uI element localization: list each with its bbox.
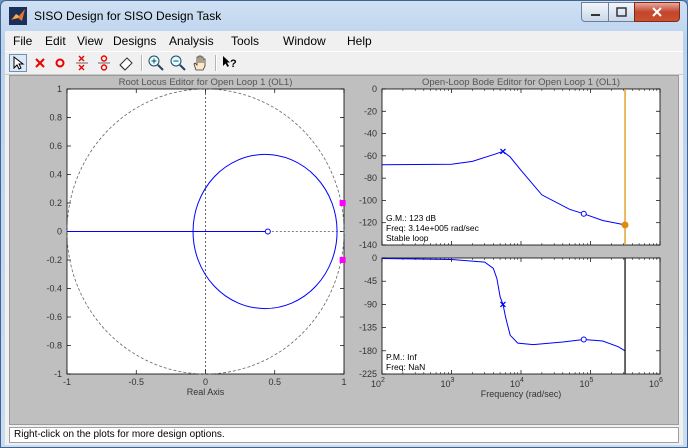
title-bar[interactable]: SISO Design for SISO Design Task — [1, 1, 687, 31]
gain-margin-marker — [621, 221, 629, 229]
phase-ytick-label: 0 — [372, 253, 377, 263]
root-locus-ytick-label: -1 — [54, 369, 62, 379]
menu-designs[interactable]: Designs — [113, 34, 157, 48]
root-locus-ytick-label: 0.4 — [49, 170, 62, 180]
add-complex-pole-icon[interactable] — [73, 54, 91, 72]
matlab-logo-icon — [9, 7, 27, 25]
mag-ytick-label: -100 — [359, 195, 377, 205]
phase-ytick-label: -135 — [359, 323, 377, 333]
phase-pole-marker — [499, 301, 506, 308]
menu-window[interactable]: Window — [283, 34, 326, 48]
bode-xtick-label: 106 — [649, 377, 663, 389]
root-locus-ytick-label: -0.4 — [46, 284, 62, 294]
phase-ytick-label: -45 — [364, 276, 377, 286]
gain-margin-annotation: G.M.: 123 dB — [386, 213, 436, 223]
root-locus-xtick-label: 0.5 — [268, 377, 281, 387]
maximize-button[interactable] — [608, 2, 635, 22]
plots-canvas[interactable]: Root Locus Editor for Open Loop 1 (OL1) R… — [10, 76, 678, 424]
status-bar: Right-click on the plots for more design… — [9, 427, 679, 443]
phase-margin-annotation: Freq: NaN — [386, 362, 425, 372]
mag-ytick-label: -140 — [359, 240, 377, 250]
select-arrow-icon[interactable] — [9, 54, 27, 72]
menu-analysis[interactable]: Analysis — [169, 34, 214, 48]
client-area: File Edit View Designs Analysis Tools Wi… — [5, 31, 683, 445]
locus-zero-marker — [264, 228, 271, 235]
svg-text:?: ? — [230, 58, 237, 70]
maximize-icon — [616, 7, 627, 17]
magnitude-curve — [381, 150, 626, 226]
eraser-icon[interactable] — [117, 54, 135, 72]
root-locus-ytick-label: 0.6 — [49, 141, 62, 151]
whats-this-help-icon[interactable]: ? — [221, 54, 239, 72]
toolbar-separator — [141, 55, 143, 71]
bode-phase-axes — [381, 257, 661, 375]
root-locus-ytick-label: 0.8 — [49, 113, 62, 123]
bode-xtick-label: 104 — [510, 377, 524, 389]
closed-loop-pole-1 — [339, 200, 346, 206]
mag-pole-marker — [499, 148, 506, 155]
root-locus-ytick-label: 1 — [57, 84, 62, 94]
menu-view[interactable]: View — [77, 34, 103, 48]
root-locus-ytick-label: 0.2 — [49, 198, 62, 208]
phase-curve — [381, 258, 626, 352]
add-pole-icon[interactable] — [31, 54, 49, 72]
root-locus-xtick-label: -0.5 — [128, 377, 144, 387]
root-locus-ytick-label: -0.6 — [46, 312, 62, 322]
mag-ytick-label: -60 — [364, 151, 377, 161]
add-complex-zero-icon[interactable] — [95, 54, 113, 72]
closed-loop-pole-2 — [339, 257, 346, 263]
phase-margin-annotation: P.M.: Inf — [386, 352, 417, 362]
menu-bar: File Edit View Designs Analysis Tools Wi… — [5, 31, 683, 51]
bode-xtick-label: 102 — [371, 377, 385, 389]
minimize-button[interactable] — [581, 2, 609, 22]
mag-ytick-label: -40 — [364, 129, 377, 139]
menu-tools[interactable]: Tools — [231, 34, 260, 48]
minimize-icon — [591, 14, 600, 16]
menu-edit[interactable]: Edit — [45, 34, 66, 48]
root-locus-xtick-label: 0 — [203, 377, 208, 387]
bode-xtick-label: 105 — [580, 377, 594, 389]
add-zero-icon[interactable] — [51, 54, 69, 72]
toolbar-separator — [215, 55, 217, 71]
root-locus-ytick-label: -0.2 — [46, 255, 62, 265]
mag-ytick-label: -120 — [359, 218, 377, 228]
bode-magnitude-axes — [381, 88, 661, 246]
phase-ytick-label: -180 — [359, 346, 377, 356]
phase-zero-marker — [580, 336, 587, 343]
gain-margin-annotation: Freq: 3.14e+005 rad/sec — [386, 223, 480, 233]
mag-ytick-label: 0 — [372, 84, 377, 94]
mag-ytick-label: -80 — [364, 173, 377, 183]
menu-help[interactable]: Help — [347, 34, 372, 48]
root-locus-ytick-label: -0.8 — [46, 341, 62, 351]
mag-zero-marker — [580, 210, 587, 217]
design-figure: Root Locus Editor for Open Loop 1 (OL1) R… — [9, 75, 679, 425]
zoom-in-icon[interactable] — [147, 54, 165, 72]
bode-title: Open-Loop Bode Editor for Open Loop 1 (O… — [422, 77, 620, 88]
zoom-out-icon[interactable] — [169, 54, 187, 72]
root-locus-ytick-label: 0 — [57, 227, 62, 237]
root-locus-xtick-label: 1 — [341, 377, 346, 387]
root-locus-xtick-label: -1 — [63, 377, 71, 387]
pan-hand-icon[interactable] — [191, 54, 209, 72]
locus-circle-branch — [192, 153, 338, 310]
close-icon — [652, 7, 662, 17]
bode-xlabel: Frequency (rad/sec) — [481, 389, 562, 399]
window-title: SISO Design for SISO Design Task — [34, 9, 222, 23]
close-button[interactable] — [634, 2, 680, 22]
toolbar: ? — [5, 51, 683, 75]
menu-file[interactable]: File — [13, 34, 33, 48]
gain-margin-annotation: Stable loop — [386, 233, 429, 243]
phase-ytick-label: -225 — [359, 369, 377, 379]
mag-ytick-label: -20 — [364, 106, 377, 116]
bode-xtick-label: 103 — [441, 377, 455, 389]
phase-ytick-label: -90 — [364, 299, 377, 309]
root-locus-title: Root Locus Editor for Open Loop 1 (OL1) — [119, 77, 293, 88]
root-locus-xlabel: Real Axis — [187, 387, 225, 397]
